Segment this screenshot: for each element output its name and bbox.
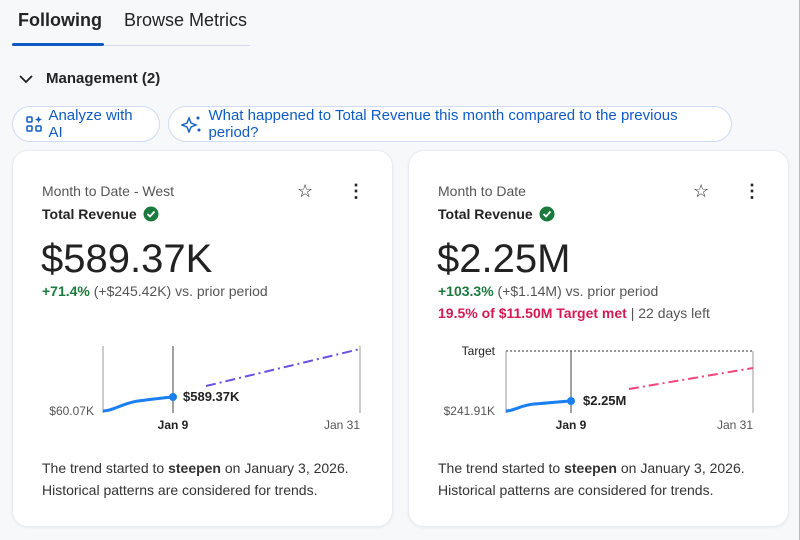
current-value-label: $589.37K <box>183 389 240 404</box>
target-status: 19.5% of $11.50M Target met | 22 days le… <box>438 305 710 321</box>
foot-bold: steepen <box>168 460 221 476</box>
tabs-divider <box>12 45 250 46</box>
trend-chart: Target $241.91K $2.25M Jan 9 Jan 31 <box>444 344 754 432</box>
active-tab-indicator <box>12 43 104 46</box>
projection-line <box>628 367 754 390</box>
metric-delta: +103.3% (+$1.14M) vs. prior period <box>438 283 658 299</box>
foot-text: The trend started to <box>438 460 565 476</box>
verified-icon <box>539 206 555 222</box>
current-point <box>169 393 177 401</box>
projection-line <box>205 348 361 387</box>
metric-value: $589.37K <box>41 237 213 281</box>
tab-following[interactable]: Following <box>18 10 102 30</box>
actual-trend-line <box>102 395 172 413</box>
x-current-label: Jan 9 <box>158 418 189 432</box>
foot-bold: steepen <box>564 460 617 476</box>
metric-delta: +71.4% (+$245.42K) vs. prior period <box>42 283 268 299</box>
section-header-management[interactable]: Management (2) <box>18 70 160 87</box>
target-met: 19.5% of $11.50M Target met <box>438 305 627 321</box>
card-title: Total Revenue <box>438 206 555 222</box>
tab-browse-metrics[interactable]: Browse Metrics <box>124 10 248 30</box>
analyze-with-ai-button[interactable]: Analyze with AI <box>12 106 160 142</box>
foot-text: Historical patterns are considered for t… <box>438 482 714 498</box>
sparkle-icon <box>181 116 201 133</box>
more-options-icon[interactable]: ⋮ <box>743 181 761 201</box>
actual-trend-line <box>505 399 570 413</box>
chevron-down-icon <box>19 74 33 83</box>
y-min-label: $60.07K <box>49 404 94 418</box>
card-title-text: Total Revenue <box>42 206 137 222</box>
card-title-text: Total Revenue <box>438 206 533 222</box>
foot-text: Historical patterns are considered for t… <box>42 482 318 498</box>
trend-description: The trend started to steepen on January … <box>438 457 778 501</box>
trend-chart: $60.07K $589.37K Jan 9 Jan 31 <box>49 346 361 432</box>
current-value-label: $2.25M <box>583 393 626 408</box>
foot-text: The trend started to <box>42 460 169 476</box>
x-current-label: Jan 9 <box>556 418 587 432</box>
delta-percent: +103.3% <box>438 283 494 299</box>
star-icon[interactable]: ☆ <box>297 181 314 201</box>
x-end-label: Jan 31 <box>717 418 753 432</box>
question-label: What happened to Total Revenue this mont… <box>208 107 678 141</box>
metric-value: $2.25M <box>437 237 571 281</box>
apps-sparkle-icon <box>26 116 42 132</box>
y-min-label: $241.91K <box>444 404 495 418</box>
star-icon[interactable]: ☆ <box>693 181 710 201</box>
delta-percent: +71.4% <box>42 283 90 299</box>
current-point <box>567 397 575 405</box>
target-label: Target <box>462 344 496 358</box>
card-title: Total Revenue <box>42 206 159 222</box>
metric-card-total[interactable]: Month to Date Total Revenue ☆ ⋮ $2.25M +… <box>408 150 789 527</box>
delta-detail: (+$245.42K) vs. prior period <box>89 283 268 299</box>
section-label: Management (2) <box>46 70 161 87</box>
metric-card-west[interactable]: Month to Date - West Total Revenue ☆ ⋮ $… <box>12 150 393 527</box>
card-subtitle: Month to Date <box>438 183 526 199</box>
days-left: | 22 days left <box>626 305 710 321</box>
foot-text: on January 3, 2026. <box>221 460 349 476</box>
card-subtitle: Month to Date - West <box>42 183 175 199</box>
delta-detail: (+$1.14M) vs. prior period <box>493 283 659 299</box>
analyze-label: Analyze with AI <box>48 107 133 141</box>
verified-icon <box>143 206 159 222</box>
suggested-question-button[interactable]: What happened to Total Revenue this mont… <box>168 106 732 142</box>
more-options-icon[interactable]: ⋮ <box>347 181 365 201</box>
trend-description: The trend started to steepen on January … <box>42 457 382 501</box>
foot-text: on January 3, 2026. <box>617 460 745 476</box>
x-end-label: Jan 31 <box>324 418 360 432</box>
